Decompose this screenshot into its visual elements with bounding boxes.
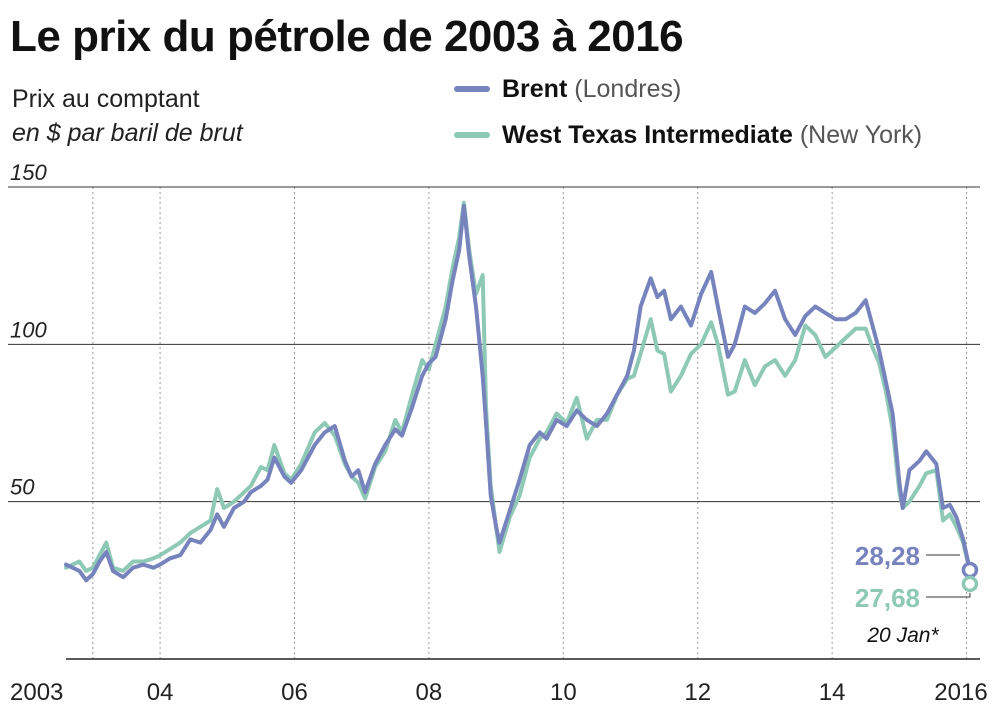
units-label: en $ par baril de brut <box>12 119 243 147</box>
chart-subtitle: Prix au comptant <box>12 85 200 113</box>
end-marker-wti <box>961 575 979 593</box>
end-value-markers: 28,28 27,68 <box>855 541 979 613</box>
legend-name-brent: Brent <box>502 74 568 103</box>
x-tick-label: 2016 <box>934 679 987 706</box>
x-tick-label: 10 <box>550 679 577 706</box>
date-annotation: 20 Jan* <box>866 624 939 647</box>
y-tick-labels: 50 100 150 <box>10 160 47 500</box>
series-line-brent <box>64 203 972 583</box>
x-tick-label: 06 <box>281 679 308 706</box>
y-tick-label: 50 <box>10 475 35 500</box>
x-tick-labels: 2003 04 06 08 10 12 14 2016 <box>10 679 988 706</box>
legend-name-wti: West Texas Intermediate <box>502 120 793 149</box>
x-tick-label: 04 <box>147 679 174 706</box>
end-value-label-wti: 27,68 <box>855 583 920 613</box>
legend-note-brent: (Londres) <box>574 74 682 103</box>
x-tick-label: 08 <box>416 679 443 706</box>
legend-note-wti: (New York) <box>799 120 923 149</box>
leader-line-wti <box>926 592 971 598</box>
legend-swatch-wti <box>454 132 490 138</box>
y-tick-label: 100 <box>10 317 47 342</box>
x-tick-label: 14 <box>819 679 846 706</box>
horizontal-gridlines <box>8 186 980 503</box>
legend-item-wti: West Texas Intermediate (New York) <box>454 118 922 152</box>
legend-swatch-brent <box>454 86 490 92</box>
vertical-gridlines <box>92 187 968 659</box>
legend-item-brent: Brent (Londres) <box>454 72 681 106</box>
series-lines <box>64 200 972 583</box>
x-tick-label: 2003 <box>10 679 63 706</box>
x-tick-label: 12 <box>684 679 711 706</box>
end-marker-brent <box>961 561 979 579</box>
y-tick-label: 150 <box>10 160 47 185</box>
end-value-label-brent: 28,28 <box>855 541 920 571</box>
series-line-wti <box>64 200 972 574</box>
chart-title: Le prix du pétrole de 2003 à 2016 <box>10 12 684 61</box>
